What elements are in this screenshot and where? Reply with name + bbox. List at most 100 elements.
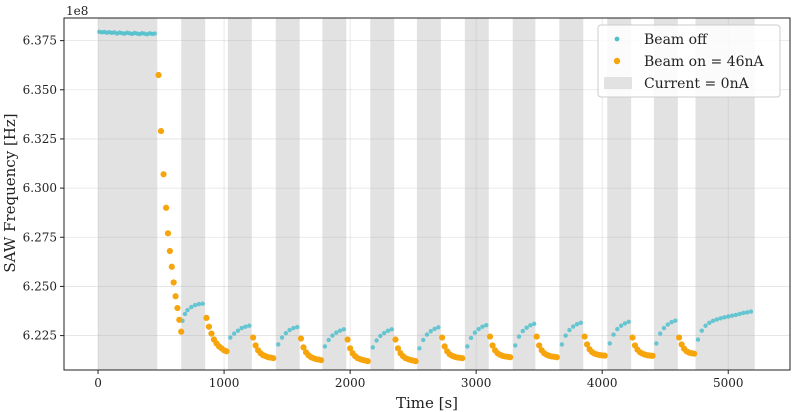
data-point	[618, 323, 624, 328]
data-point	[176, 316, 183, 323]
data-point	[252, 342, 259, 349]
y-axis-label: SAW Frequency [Hz]	[1, 113, 19, 272]
data-point	[748, 309, 754, 314]
data-point	[691, 350, 698, 357]
data-point	[722, 315, 727, 320]
data-point	[699, 328, 704, 333]
data-point	[364, 358, 371, 365]
data-point	[657, 331, 663, 336]
data-point	[170, 279, 177, 286]
data-point	[714, 317, 720, 322]
data-point	[152, 31, 157, 36]
data-point	[334, 330, 339, 335]
data-point	[394, 345, 402, 352]
y-tick-label: 6.275	[23, 230, 57, 244]
data-point	[574, 321, 580, 327]
data-point	[168, 263, 175, 270]
x-tick-label: 5000	[713, 376, 744, 390]
data-point	[200, 301, 205, 306]
data-point	[330, 333, 335, 338]
data-point	[669, 320, 674, 325]
data-point	[178, 328, 185, 335]
data-point	[270, 355, 277, 362]
zero-current-band	[322, 18, 347, 370]
data-point	[235, 328, 241, 333]
x-axis-label: Time [s]	[396, 394, 458, 412]
data-point	[157, 127, 165, 135]
zero-current-band	[464, 18, 489, 370]
legend-label: Beam on = 46nA	[644, 54, 765, 70]
y-offset-label: 1e8	[66, 4, 88, 18]
data-point	[507, 354, 514, 361]
data-point	[486, 333, 494, 340]
zero-current-band	[275, 18, 300, 370]
x-tick-label: 0	[94, 376, 102, 390]
x-tick-label: 1000	[209, 376, 240, 390]
zero-current-band	[370, 18, 395, 370]
zero-current-band	[559, 18, 584, 370]
data-point	[287, 327, 292, 333]
zero-current-band	[512, 18, 536, 370]
data-point	[654, 341, 659, 346]
data-point	[567, 327, 572, 333]
data-point	[703, 323, 708, 328]
data-point	[166, 247, 173, 255]
data-point	[649, 352, 656, 359]
data-point	[737, 311, 742, 317]
data-point	[322, 344, 328, 349]
data-point	[231, 331, 237, 336]
data-point	[622, 321, 628, 326]
zero-current-band	[181, 18, 206, 370]
data-point	[417, 346, 422, 351]
data-point	[741, 310, 746, 316]
data-point	[476, 326, 481, 332]
data-point	[601, 352, 608, 359]
data-point	[729, 313, 735, 318]
y-tick-label: 6.225	[23, 329, 57, 343]
data-point	[421, 337, 426, 343]
data-point	[389, 327, 394, 332]
data-point	[300, 344, 307, 351]
data-point	[578, 320, 583, 326]
data-point	[553, 354, 560, 361]
data-point	[341, 327, 347, 332]
data-point	[480, 324, 485, 329]
data-point	[276, 342, 281, 347]
x-tick-label: 2000	[335, 376, 366, 390]
data-point	[468, 335, 474, 341]
data-point	[192, 302, 198, 308]
data-point	[155, 71, 162, 79]
data-point	[571, 324, 576, 329]
data-point	[489, 342, 496, 349]
data-point	[710, 318, 716, 324]
data-point	[673, 318, 678, 323]
data-point	[718, 316, 723, 321]
grid-lines	[64, 18, 790, 370]
data-point	[520, 328, 525, 334]
data-point	[441, 343, 448, 350]
legend-marker	[613, 57, 621, 65]
data-point	[160, 171, 167, 178]
data-point	[559, 342, 565, 347]
data-point	[528, 323, 533, 328]
data-point	[513, 343, 518, 348]
data-point	[726, 314, 731, 319]
data-point	[347, 345, 354, 352]
x-axis-ticks: 0 1000 2000 3000 4000 5000	[94, 370, 744, 390]
legend-label: Beam off	[644, 32, 708, 48]
data-point	[436, 325, 441, 330]
data-point	[344, 336, 351, 343]
data-point	[239, 325, 244, 331]
data-point	[185, 307, 190, 313]
legend-box	[597, 24, 781, 98]
zero-current-band	[227, 18, 252, 370]
data-point	[615, 326, 620, 332]
zero-current-bands	[98, 18, 755, 370]
data-point	[337, 328, 343, 333]
data-point	[459, 355, 466, 362]
data-point	[611, 332, 616, 337]
data-point	[563, 333, 568, 338]
legend-marker	[614, 36, 620, 42]
data-point	[174, 304, 181, 312]
data-point	[484, 322, 489, 328]
